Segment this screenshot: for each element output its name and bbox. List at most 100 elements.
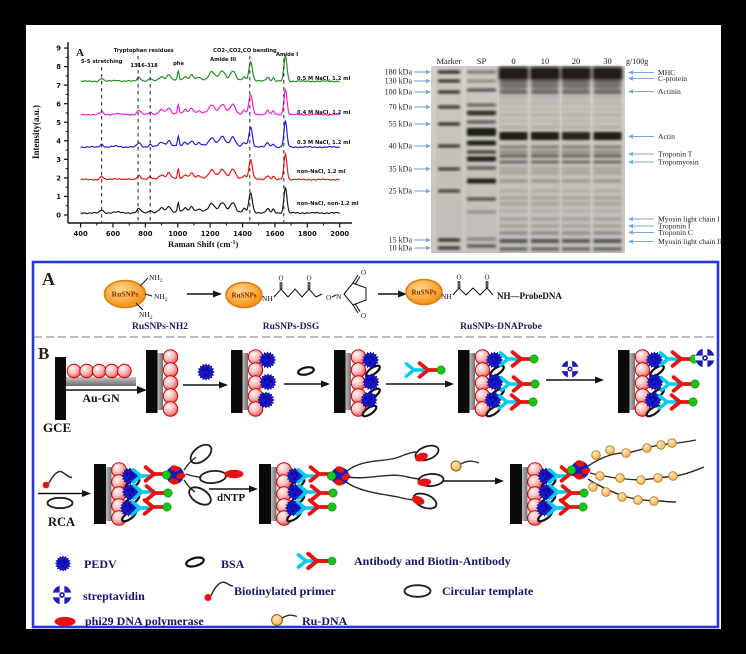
antibody-icon <box>547 468 568 484</box>
peak-annotation: Amide I <box>276 52 298 58</box>
electrode-bar <box>259 464 271 524</box>
gel-well-blob <box>592 67 623 80</box>
ru-dna-tail <box>460 460 480 465</box>
antibody-icon <box>509 393 532 411</box>
au-gn-bar <box>66 377 136 386</box>
gel-band <box>562 239 590 243</box>
antibody-icon <box>417 361 440 379</box>
y-tick-label: 4 <box>56 137 61 145</box>
gel-band <box>499 179 528 183</box>
gel-band <box>531 179 559 183</box>
ru-dna-bead <box>649 496 659 506</box>
bsa-icon <box>297 366 315 376</box>
gel-band <box>499 150 528 154</box>
y-tick-label: 0 <box>56 212 61 220</box>
dna-strand <box>589 466 705 481</box>
gel-band <box>531 132 559 140</box>
arrow <box>414 245 431 251</box>
y-tick-label: 3 <box>56 156 61 164</box>
ru-dna-bead <box>591 450 601 460</box>
species-label: RuSNPs-DSG <box>263 322 320 332</box>
arrow <box>414 188 431 194</box>
oxygen-label: O <box>278 275 283 283</box>
gel-band <box>438 105 460 109</box>
dna-strand <box>587 439 697 467</box>
gel-band <box>467 103 496 107</box>
dna-strand <box>183 479 196 493</box>
gel-band <box>467 110 496 116</box>
gel-band <box>499 171 528 175</box>
electrode-layer <box>345 353 351 410</box>
gold-nanoparticle <box>634 362 651 378</box>
arrow <box>414 143 431 149</box>
electrode-layer <box>157 353 163 410</box>
arrow <box>628 239 654 244</box>
protein-label: Troponin T <box>658 150 693 159</box>
gel-band <box>562 150 590 154</box>
mw-marker-label: 70 kDa <box>389 103 413 112</box>
gel-band <box>562 96 590 100</box>
phi29-streptavidin-cluster <box>566 460 591 480</box>
gel-band <box>593 119 622 123</box>
y-tick-label: 2 <box>56 175 61 183</box>
arrow <box>414 121 431 127</box>
gce-label: GCE <box>43 420 71 435</box>
spectrum-trace <box>80 186 340 215</box>
gel-band <box>499 167 528 171</box>
electrode-layer <box>522 467 528 521</box>
pedv-icon <box>646 373 664 391</box>
species-label: RuSNPs-DNAProbe <box>460 322 542 332</box>
arrow <box>628 151 654 157</box>
x-tick-label: 1600 <box>265 230 284 238</box>
y-tick-label: 5 <box>56 119 61 127</box>
gel-band <box>562 107 590 111</box>
antibody-icon <box>546 500 567 516</box>
gel-band <box>499 196 528 200</box>
pedv-icon <box>197 363 215 381</box>
legend-label: Circular template <box>442 584 534 598</box>
dna-strand <box>587 478 677 503</box>
raman-plot: 400 600 800 1000 1200 1400 1600 1800 2000 0 1 2 3 4 5 6… <box>31 42 359 249</box>
pedv-icon <box>54 555 72 572</box>
arrow <box>66 386 147 394</box>
succinimide-ring <box>343 282 367 306</box>
gold-nanoparticle <box>350 362 367 378</box>
biotin-dot <box>42 481 50 489</box>
arrow <box>183 381 228 389</box>
peak-annotation: phe <box>173 61 184 67</box>
gold-nanoparticle <box>162 362 179 378</box>
gel-band <box>499 107 528 111</box>
ru-dna-bead <box>601 487 611 497</box>
arrow <box>414 89 431 95</box>
gel-band <box>499 96 528 100</box>
protein-label: MHC <box>658 68 675 77</box>
antibody-icon <box>296 468 317 484</box>
o-label: O <box>326 293 332 302</box>
gel-band <box>467 128 496 136</box>
gel-band <box>593 145 622 149</box>
bsa-icon <box>489 364 505 378</box>
x-tick-label: 1000 <box>168 230 187 238</box>
gel-well-blob <box>498 67 529 80</box>
antibody-icon <box>143 465 166 483</box>
electrode-bar <box>458 350 470 413</box>
gel-band <box>593 224 622 228</box>
ru-dna-icon <box>271 614 283 626</box>
protein-label: Troponin I <box>658 222 691 231</box>
ru-dna-bead <box>605 445 615 455</box>
ru-dna-bead <box>667 438 677 448</box>
gel-band <box>562 202 590 206</box>
x-tick-label: 1200 <box>201 230 220 238</box>
gel-band <box>531 202 559 206</box>
gel-band <box>499 154 528 158</box>
streptavidin-icon <box>561 360 579 378</box>
gold-nanoparticle <box>247 401 264 417</box>
dna-strand <box>346 451 417 472</box>
gel-band <box>438 246 460 250</box>
gold-nanoparticle <box>79 363 94 379</box>
phi29-icon <box>224 469 244 479</box>
gel-band <box>467 150 496 154</box>
nh-label: NH <box>262 294 273 303</box>
gold-nanoparticle <box>162 401 179 417</box>
x-tick-label: 400 <box>73 230 87 238</box>
